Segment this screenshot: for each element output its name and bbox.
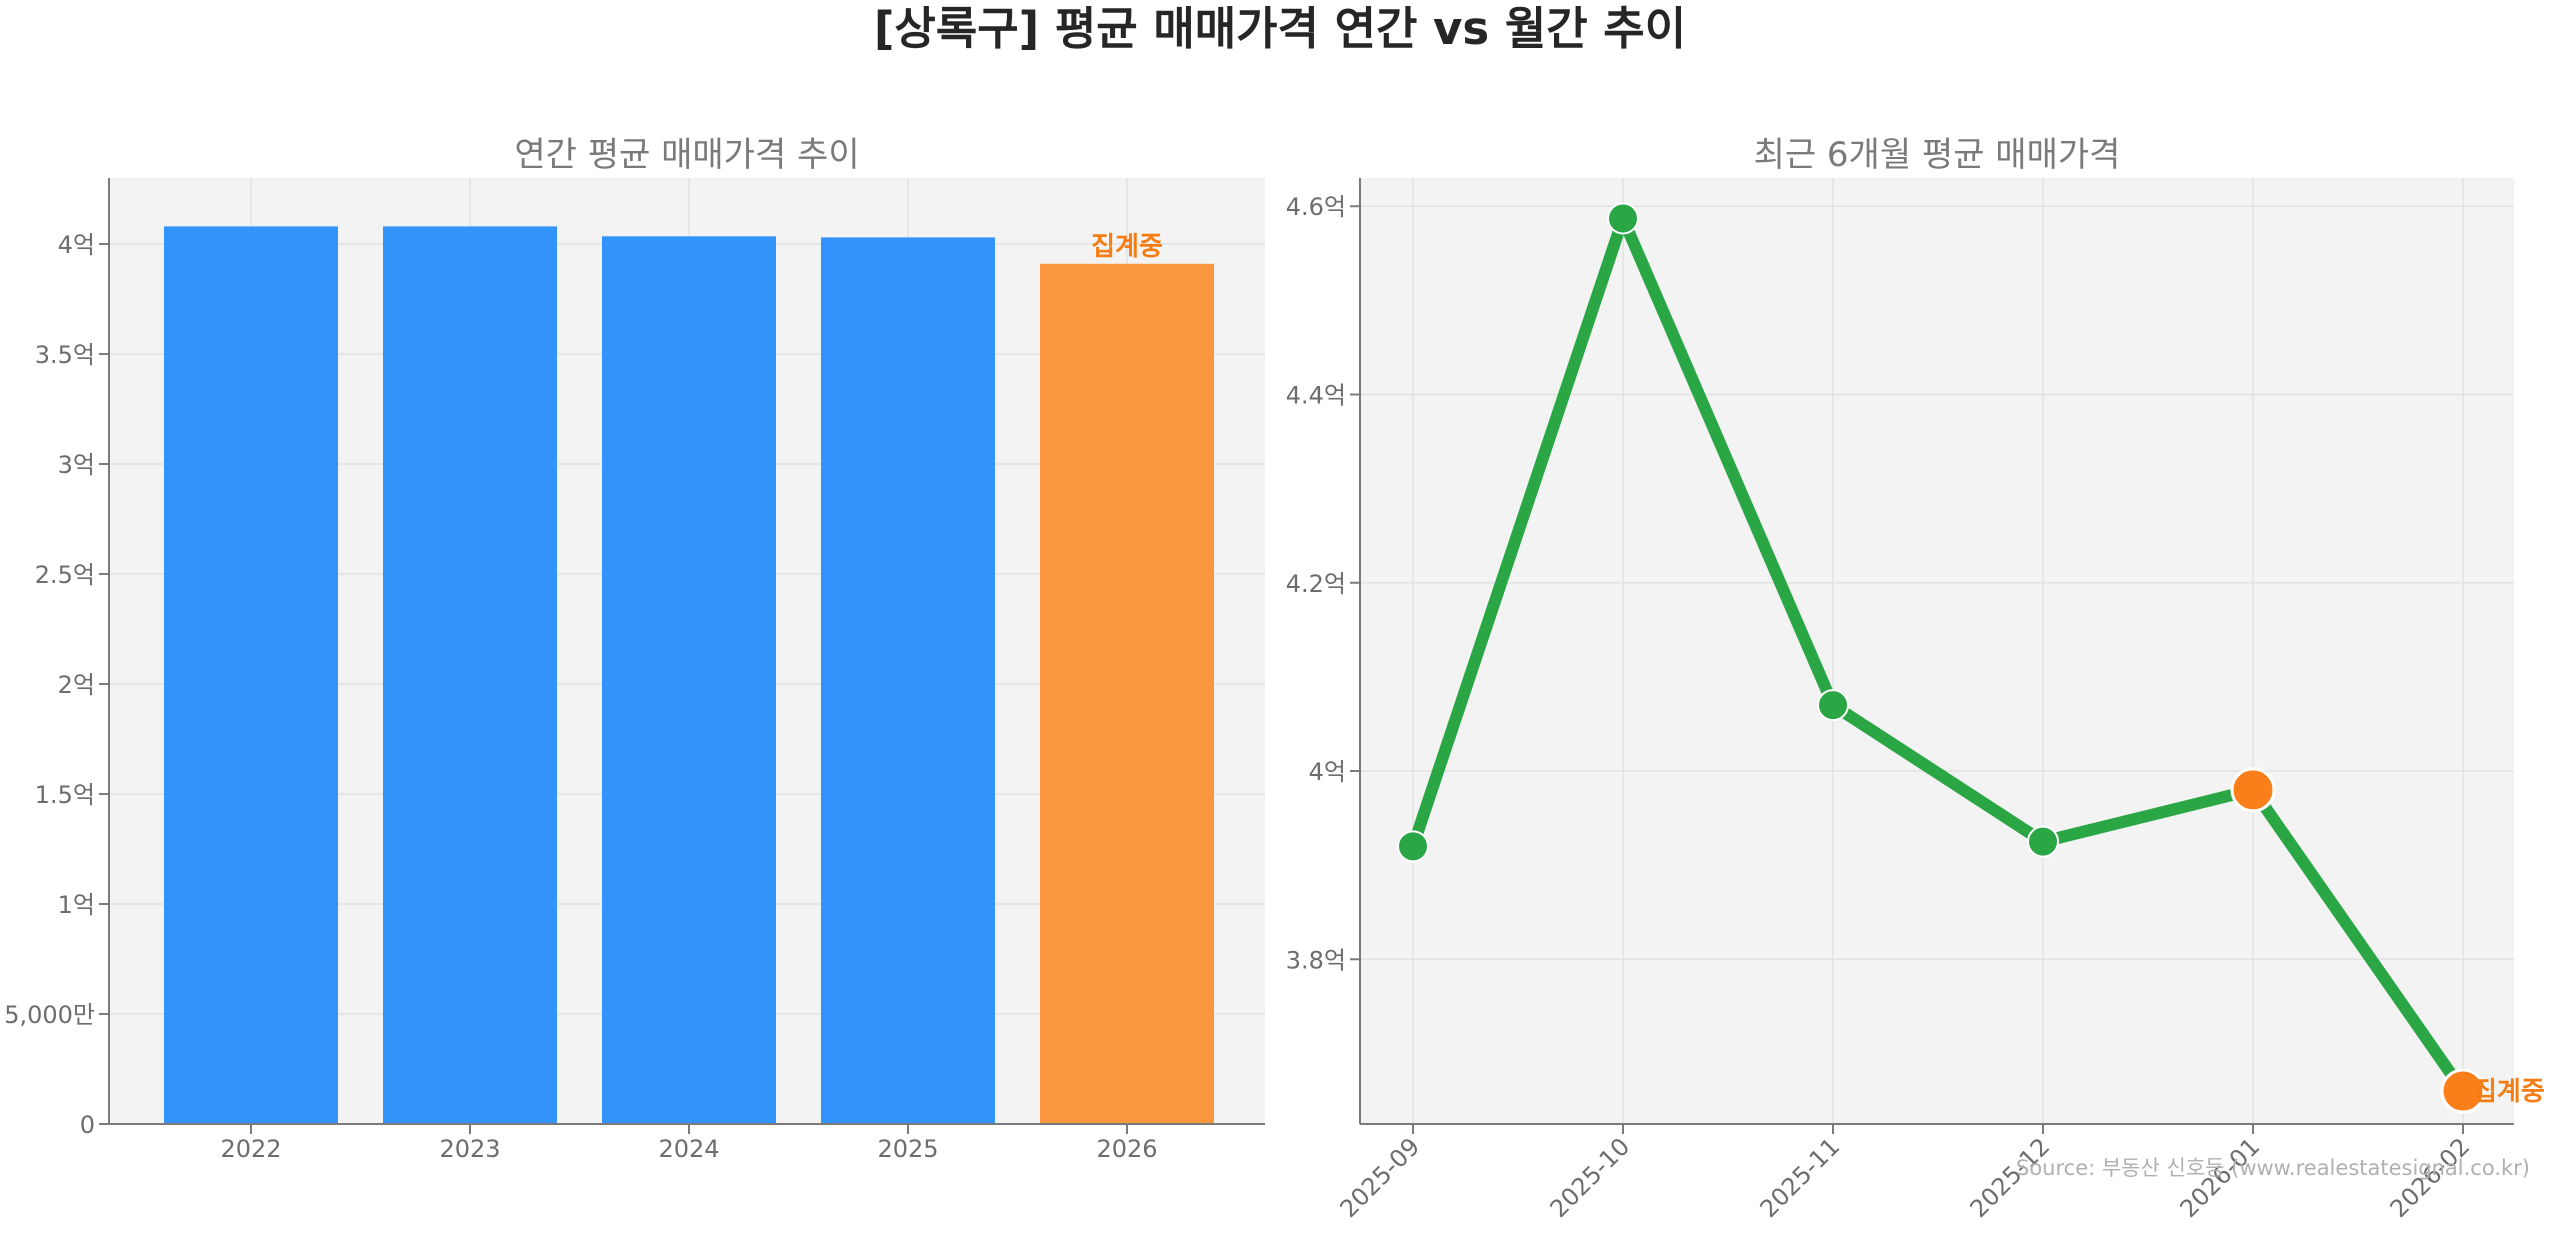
line-y-ticks: 3.8억 4억 4.2억 4.4억 4.6억 <box>1286 193 1360 974</box>
line-plot-area <box>1360 178 2514 1124</box>
line-y-tick-label: 4.2억 <box>1286 570 1346 598</box>
bar-2025 <box>821 237 995 1124</box>
line-point-2025-11 <box>1817 689 1849 722</box>
line-y-tick-label: 4.4억 <box>1286 381 1346 409</box>
bar-x-tick-label: 2025 <box>877 1135 938 1163</box>
line-y-tick-label: 4.6억 <box>1286 193 1346 221</box>
bar-x-tick-label: 2023 <box>439 1135 500 1163</box>
bar-chart-title: 연간 평균 매매가격 추이 <box>514 135 859 175</box>
line-annotations: 집계중 <box>2473 1077 2545 1107</box>
line-chart-title: 최근 6개월 평균 매매가격 <box>1754 135 2121 175</box>
line-markers <box>1397 202 2486 1114</box>
bar-y-tick-label: 2억 <box>58 671 95 699</box>
line-x-tick-label: 2025-09 <box>1335 1132 1426 1223</box>
line-point-2026-01 <box>2230 767 2276 813</box>
bar-y-tick-label: 3억 <box>58 451 95 479</box>
line-point-2026-02 <box>2440 1068 2486 1114</box>
bar-2024 <box>602 236 776 1125</box>
partial-data-label: 집계중 <box>2473 1077 2545 1107</box>
bar-y-tick-label: 1억 <box>58 891 95 919</box>
line-gridlines <box>1360 178 2514 1124</box>
bar-y-tick-label: 3.5억 <box>35 341 95 369</box>
bar-2026 <box>1040 263 1214 1124</box>
line-y-tick-label: 3.8억 <box>1286 946 1346 974</box>
line-point-2025-09 <box>1397 830 1429 863</box>
bar-y-ticks: 0 5,000만 1억 1.5억 2억 2.5억 3억 3.5억 4억 <box>4 231 109 1139</box>
bar-y-tick-label: 4억 <box>58 231 95 259</box>
source-caption: Source: 부동산 신호등 (www.realestatesignal.co… <box>2016 1156 2530 1180</box>
bar-y-tick-label: 0 <box>80 1111 95 1139</box>
bar-x-tick-label: 2024 <box>658 1135 719 1163</box>
bar-x-ticks: 2022 2023 2024 2025 2026 <box>220 1124 1158 1163</box>
line-x-tick-label: 2025-10 <box>1545 1132 1636 1223</box>
bar-marks <box>164 226 1214 1125</box>
line-series <box>1407 212 2469 1098</box>
line-point-2025-10 <box>1607 202 1639 235</box>
bar-x-tick-label: 2026 <box>1096 1135 1157 1163</box>
annual-bar-chart: 0 5,000만 1억 1.5억 2억 2.5억 3억 3.5억 4억 2022 2023 2024… <box>4 135 1265 1163</box>
bar-y-tick-label: 2.5억 <box>35 561 95 589</box>
bar-2022 <box>164 226 338 1124</box>
monthly-line-chart: 3.8억 4억 4.2억 4.4억 4.6억 2025-09 2025-10 2025-11… <box>1286 135 2545 1223</box>
bar-y-tick-label: 5,000만 <box>4 1001 95 1029</box>
line-y-tick-label: 4억 <box>1309 758 1346 786</box>
partial-data-label: 집계중 <box>1091 232 1163 262</box>
line-x-tick-label: 2025-11 <box>1755 1132 1846 1223</box>
bar-2023 <box>383 226 557 1124</box>
bar-x-tick-label: 2022 <box>220 1135 281 1163</box>
bar-annotations: 집계중 <box>1091 232 1163 262</box>
figure-title: [상록구] 평균 매매가격 연간 vs 월간 추이 <box>874 2 1686 55</box>
bar-y-tick-label: 1.5억 <box>35 781 95 809</box>
line-point-2025-12 <box>2027 825 2059 858</box>
